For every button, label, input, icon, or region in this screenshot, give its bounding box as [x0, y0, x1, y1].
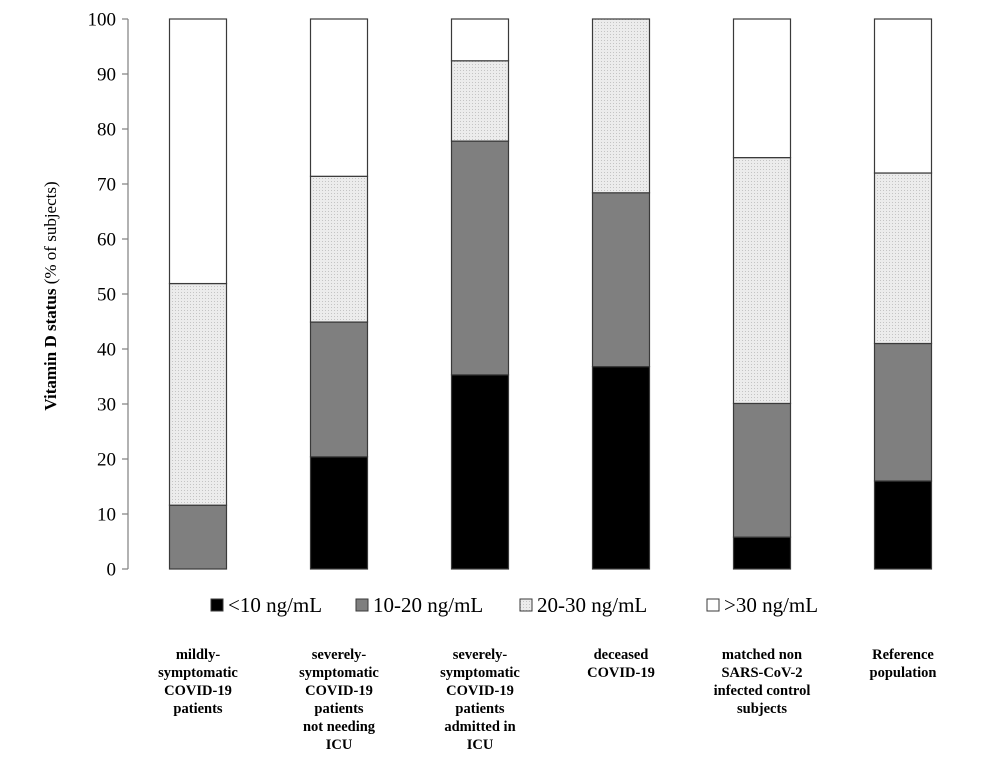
legend: <10 ng/mL 10-20 ng/mL 20-30 ng/mL >30 ng/mL	[210, 593, 818, 617]
bar-segment	[309, 18, 369, 177]
y-tick-label: 80	[97, 120, 116, 141]
x-category-label-line: patients	[455, 701, 505, 717]
bar-segment	[450, 374, 510, 570]
bar-segment	[450, 18, 510, 62]
bar-segment	[873, 480, 933, 570]
bar-stack	[873, 18, 933, 570]
x-category-label-line: subjects	[737, 701, 787, 717]
bar-segment	[591, 366, 651, 570]
x-category-label-line: mildly-	[175, 647, 221, 663]
y-tick-label: 30	[97, 395, 116, 416]
x-category-label-line: patients	[173, 701, 223, 717]
x-category-label-line: COVID-19	[587, 665, 655, 681]
bar-segment	[873, 172, 933, 345]
bar-segment	[732, 402, 792, 538]
x-category-label-line: COVID-19	[164, 683, 232, 699]
bar-stack	[732, 18, 792, 570]
bar-segment	[168, 18, 228, 285]
x-category-label-line: symptomatic	[440, 665, 520, 681]
bar-segment	[168, 504, 228, 570]
x-category-label-line: COVID-19	[446, 683, 514, 699]
legend-swatch	[355, 598, 369, 612]
x-category-label-line: patients	[314, 701, 364, 717]
y-tick-label: 0	[107, 560, 117, 581]
bars	[168, 18, 933, 570]
x-category-label-line: SARS-CoV-2	[721, 665, 803, 681]
x-category-label: severely-symptomatic COVID-19 patients admi…	[405, 646, 555, 754]
y-axis-label-bold: Vitamin D status	[41, 288, 60, 411]
bar-stack	[309, 18, 369, 570]
x-category-label: Reference population	[828, 646, 978, 682]
y-tick-label: 50	[97, 285, 116, 306]
y-tick-label: 90	[97, 65, 116, 86]
y-tick-label: 60	[97, 230, 116, 251]
x-category-label-line: matched non	[721, 647, 803, 663]
x-category-label-line: Reference	[872, 647, 934, 663]
x-category-label-line: COVID-19	[305, 683, 373, 699]
x-category-label: matched non SARS-CoV-2 infected control sub…	[687, 646, 837, 718]
bar-segment	[732, 18, 792, 159]
bar-segment	[732, 157, 792, 405]
x-category-label-line: deceased	[593, 647, 649, 663]
legend-label: >30 ng/mL	[724, 593, 818, 617]
x-category-label-line: not needing	[302, 719, 376, 735]
y-axis-label: Vitamin D status (% of subjects)	[41, 181, 60, 410]
bar-stack	[168, 18, 228, 570]
legend-swatch	[210, 598, 224, 612]
legend-swatch	[706, 598, 720, 612]
bar-segment	[591, 18, 651, 194]
bar-segment	[591, 192, 651, 368]
y-tick-label: 20	[97, 450, 116, 471]
bar-segment	[309, 175, 369, 323]
y-tick-label: 10	[97, 505, 116, 526]
bar-segment	[450, 140, 510, 376]
y-axis: 0 10 20 30 40 50 60 70 80 90 100	[88, 10, 129, 581]
bar-stack	[591, 18, 651, 570]
y-tick-label: 100	[88, 10, 117, 31]
x-category-label-line: infected control	[713, 683, 811, 699]
bar-segment	[450, 60, 510, 142]
y-axis-label-unit: (% of subjects)	[41, 181, 60, 288]
y-tick-label: 40	[97, 340, 116, 361]
x-category-label-line: ICU	[466, 737, 494, 753]
x-category-label-line: admitted in	[444, 719, 516, 735]
legend-label: 20-30 ng/mL	[537, 593, 647, 617]
x-category-label-line: population	[869, 665, 937, 681]
x-category-label-line: severely-	[311, 647, 367, 663]
x-category-label-line: severely-	[452, 647, 508, 663]
bar-segment	[309, 321, 369, 458]
x-category-label-line: ICU	[325, 737, 353, 753]
bar-segment	[309, 456, 369, 570]
y-tick-label: 70	[97, 175, 116, 196]
x-category-label: mildly-symptomatic COVID-19 patients	[123, 646, 273, 718]
x-category-label: severely-symptomatic COVID-19 patients not …	[264, 646, 414, 754]
bar-segment	[168, 282, 228, 506]
x-category-label-line: symptomatic	[158, 665, 238, 681]
bar-segment	[732, 536, 792, 570]
x-category-label: deceased COVID-19	[546, 646, 696, 682]
legend-label: <10 ng/mL	[228, 593, 322, 617]
bar-segment	[873, 342, 933, 482]
legend-swatch	[519, 598, 533, 612]
x-category-label-line: symptomatic	[299, 665, 379, 681]
bar-segment	[873, 18, 933, 174]
legend-label: 10-20 ng/mL	[373, 593, 483, 617]
bar-stack	[450, 18, 510, 570]
